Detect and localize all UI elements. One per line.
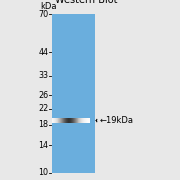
Bar <box>66 118 67 123</box>
Text: Western Blot: Western Blot <box>55 0 118 5</box>
Bar <box>54 118 55 123</box>
Bar <box>68 118 69 123</box>
Bar <box>69 118 70 123</box>
Bar <box>81 118 82 123</box>
Bar <box>59 118 60 123</box>
Text: 70: 70 <box>38 10 48 19</box>
Bar <box>62 118 63 123</box>
Bar <box>52 14 95 173</box>
Text: 14: 14 <box>38 141 48 150</box>
Bar <box>89 118 90 123</box>
Bar <box>77 118 78 123</box>
Bar <box>75 118 76 123</box>
Bar <box>79 118 80 123</box>
Bar <box>73 118 74 123</box>
Bar <box>87 118 88 123</box>
Bar <box>76 118 77 123</box>
Bar <box>78 118 79 123</box>
Bar <box>57 118 58 123</box>
Bar <box>80 118 81 123</box>
Bar <box>88 118 89 123</box>
Bar <box>86 118 87 123</box>
Bar <box>74 118 75 123</box>
Bar <box>85 118 86 123</box>
Bar <box>58 118 59 123</box>
Bar <box>72 118 73 123</box>
Text: 26: 26 <box>38 91 48 100</box>
Bar <box>52 118 53 123</box>
Bar <box>63 118 64 123</box>
Bar <box>65 118 66 123</box>
Bar <box>64 118 65 123</box>
Bar <box>60 118 61 123</box>
Text: ←19kDa: ←19kDa <box>96 116 133 125</box>
Text: 44: 44 <box>38 48 48 57</box>
Bar <box>56 118 57 123</box>
Text: 18: 18 <box>38 120 48 129</box>
Bar <box>84 118 85 123</box>
Bar <box>82 118 83 123</box>
Bar <box>71 118 72 123</box>
Text: kDa: kDa <box>40 2 57 11</box>
Text: 22: 22 <box>38 104 48 113</box>
Text: 10: 10 <box>38 168 48 177</box>
Bar <box>83 118 84 123</box>
Bar <box>61 118 62 123</box>
Bar <box>70 118 71 123</box>
Text: 33: 33 <box>38 71 48 80</box>
Bar <box>55 118 56 123</box>
Bar <box>67 118 68 123</box>
Bar <box>53 118 54 123</box>
